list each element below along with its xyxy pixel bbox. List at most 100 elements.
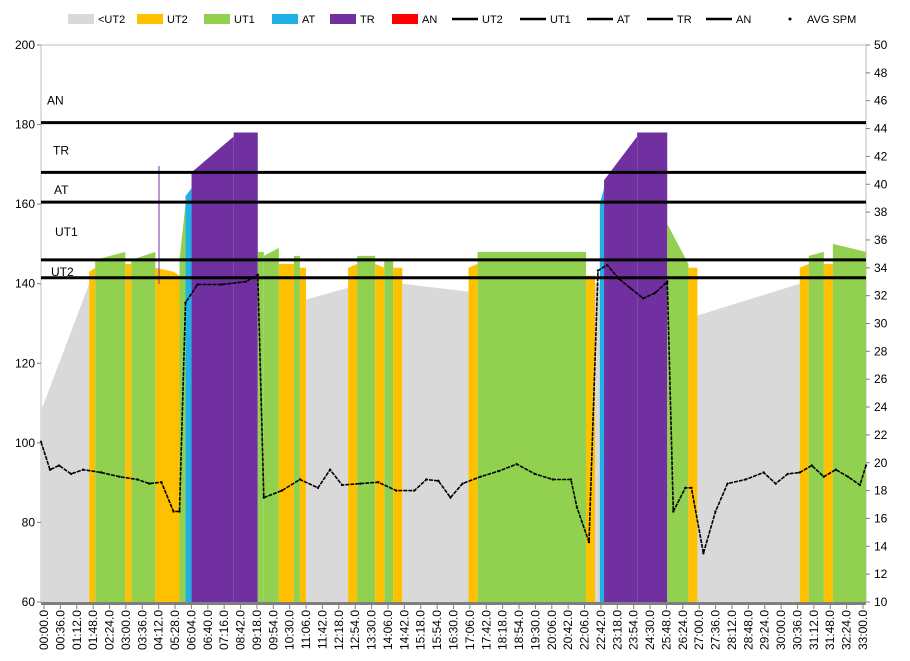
avg-spm-point-41 — [617, 277, 621, 281]
avg-spm-point-54 — [774, 482, 777, 485]
left-tick-label-200: 200 — [15, 38, 35, 52]
x-tick-label-6: 03:36.0 — [135, 610, 149, 650]
threshold-lines — [41, 121, 866, 280]
x-tick-label-13: 09:18.0 — [250, 610, 264, 650]
left-tick-label-60: 60 — [22, 595, 36, 609]
right-tick-label-46: 46 — [874, 94, 888, 108]
hr-bar-ut1-20 — [384, 259, 394, 602]
x-tick-label-15: 10:30.0 — [283, 610, 297, 650]
x-tick-label-1: 00:36.0 — [53, 610, 67, 650]
legend-label-avg spm-11: AVG SPM — [807, 14, 856, 26]
right-tick-label-30: 30 — [874, 317, 888, 331]
hr-bar-ut2-15 — [299, 267, 306, 602]
avg-spm-point-44 — [654, 291, 657, 295]
x-tick-label-14: 09:54.0 — [266, 610, 280, 650]
avg-spm-point-59 — [834, 468, 838, 471]
hr-bar-lt-ut2-22 — [402, 283, 469, 602]
x-tick-label-8: 05:28.0 — [168, 610, 182, 650]
x-tick-label-5: 03:00.0 — [119, 610, 133, 650]
right-tick-label-40: 40 — [874, 177, 888, 191]
left-tick-label-80: 80 — [22, 515, 36, 529]
avg-spm-point-50 — [714, 510, 717, 513]
avg-spm-point-22 — [340, 483, 344, 487]
x-tick-label-47: 31:12.0 — [807, 610, 821, 650]
avg-spm-point-48 — [690, 486, 693, 490]
hr-bar-ut1-34 — [808, 251, 824, 602]
avg-spm-point-56 — [798, 471, 801, 474]
avg-spm-point-40 — [605, 263, 609, 267]
hr-bar-ut1-18 — [357, 255, 376, 602]
legend-label-ut1-7: UT1 — [550, 14, 571, 26]
avg-spm-point-31 — [479, 475, 482, 478]
avg-spm-point-15 — [244, 280, 247, 283]
avg-spm-point-38 — [587, 540, 591, 544]
left-axis-heart-rate: 60 80 100 120 140 160 180 200 — [15, 38, 41, 609]
x-tick-label-25: 16:30.0 — [447, 610, 461, 650]
avg-spm-point-62 — [864, 464, 868, 467]
x-tick-label-19: 12:54.0 — [348, 610, 362, 650]
avg-spm-point-3 — [69, 472, 73, 476]
legend-label-an-5: AN — [422, 14, 437, 26]
x-tick-label-12: 08:42.0 — [234, 610, 248, 650]
x-tick-label-24: 15:54.0 — [430, 610, 444, 650]
hr-bar-lt-ut2-0 — [41, 283, 90, 602]
x-tick-label-2: 01:12.0 — [70, 610, 84, 650]
avg-spm-point-33 — [515, 462, 518, 466]
avg-spm-point-34 — [533, 472, 536, 476]
x-tick-label-16: 11:06.0 — [299, 610, 313, 649]
legend-swatch-ut2-1 — [137, 14, 163, 24]
avg-spm-point-37 — [575, 506, 579, 509]
right-tick-label-16: 16 — [874, 511, 888, 525]
legend-swatch-ut1-2 — [204, 14, 230, 24]
x-tick-label-46: 30:36.0 — [790, 610, 804, 650]
hr-bar-ut2-19 — [375, 263, 385, 602]
hr-bar-at-8 — [185, 188, 192, 602]
x-tick-label-18: 12:18.0 — [332, 610, 346, 650]
x-tick-label-30: 19:30.0 — [528, 610, 542, 650]
x-tick-label-28: 18:18.0 — [496, 610, 510, 650]
hr-bar-ut2-13 — [278, 263, 294, 602]
avg-spm-point-27 — [425, 478, 428, 481]
x-tick-label-31: 20:06.0 — [545, 610, 559, 650]
legend-swatch-at-3 — [272, 14, 298, 24]
right-tick-label-36: 36 — [874, 233, 888, 247]
avg-spm-point-58 — [822, 475, 826, 478]
x-tick-label-38: 25:48.0 — [659, 610, 673, 650]
avg-spm-point-7 — [136, 478, 139, 481]
hr-bar-tr-28 — [604, 136, 638, 602]
avg-spm-point-11 — [178, 510, 181, 513]
avg-spm-point-35 — [551, 478, 555, 481]
x-tick-label-17: 11:42.0 — [315, 610, 329, 649]
avg-spm-point-28 — [437, 479, 440, 483]
right-tick-label-26: 26 — [874, 372, 888, 386]
hr-bar-ut1-36 — [832, 243, 866, 602]
x-axis-time: 00:00.0 00:36.0 01:12.0 01:48.0 02:24.0 03:00… — [37, 602, 870, 650]
legend-label-ut2-1: UT2 — [167, 14, 188, 26]
hr-bar-ut1-2 — [95, 251, 126, 602]
avg-spm-point-16 — [256, 273, 259, 276]
hr-bar-ut2-5 — [155, 267, 174, 602]
hr-bar-ut1-24 — [477, 251, 586, 602]
avg-spm-point-43 — [641, 297, 645, 300]
x-tick-label-35: 23:18.0 — [610, 610, 624, 650]
hr-bar-ut2-23 — [468, 263, 478, 602]
avg-spm-point-5 — [100, 471, 103, 474]
left-tick-label-160: 160 — [15, 197, 35, 211]
right-tick-label-18: 18 — [874, 484, 888, 498]
hr-bar-lt-ut2-32 — [697, 283, 800, 602]
zone-label-at: AT — [54, 183, 69, 197]
hr-bar-ut2-3 — [125, 263, 132, 602]
avg-spm-point-30 — [461, 482, 464, 485]
avg-spm-point-12 — [184, 301, 187, 304]
right-tick-label-44: 44 — [874, 122, 888, 136]
right-tick-label-24: 24 — [874, 400, 888, 414]
avg-spm-point-36 — [569, 478, 573, 481]
right-tick-label-32: 32 — [874, 289, 888, 303]
x-tick-label-40: 27:00.0 — [692, 610, 706, 650]
legend-swatch-lt-ut2-0 — [68, 14, 94, 24]
x-tick-label-44: 29:24.0 — [758, 610, 772, 650]
x-tick-label-26: 17:06.0 — [463, 610, 477, 650]
x-tick-label-36: 23:54.0 — [627, 610, 641, 650]
avg-spm-point-6 — [118, 475, 121, 478]
avg-spm-point-8 — [148, 482, 151, 485]
